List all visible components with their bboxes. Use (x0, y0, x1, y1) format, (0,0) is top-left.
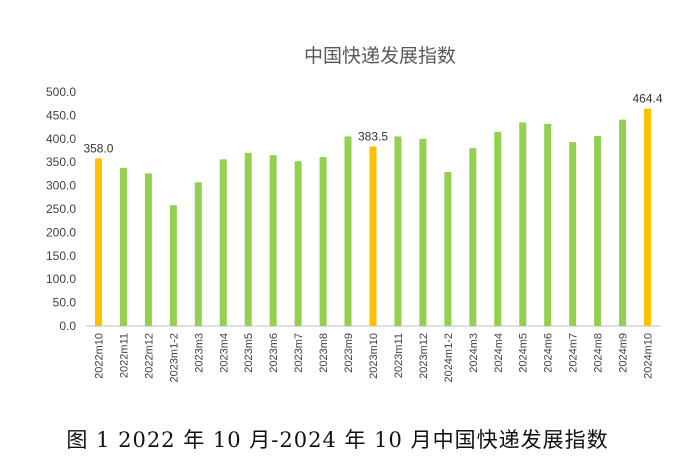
x-tick-label: 2023m10 (368, 333, 380, 379)
x-tick-label: 2024m5 (518, 333, 530, 373)
y-tick-label: 150.0 (46, 249, 76, 263)
data-labels: 358.0 383.5 464.4 (83, 92, 662, 156)
x-tick-label: 2023m8 (318, 333, 330, 373)
bar-2024m3 (469, 148, 477, 326)
bars (94, 108, 652, 326)
x-tick-label: 2024m4 (493, 333, 505, 373)
x-tick-label: 2024m3 (468, 333, 480, 373)
data-label-2024m10: 464.4 (633, 92, 663, 106)
bar-2023m10 (369, 146, 377, 326)
bar-2023m6 (269, 155, 277, 326)
x-tick-label: 2024m8 (593, 333, 605, 373)
x-tick-label: 2024m1-2 (443, 333, 455, 383)
chart: 中国快递发展指数 0.0 50.0 100.0 150.0 200.0 250.0 300.… (46, 45, 663, 383)
data-label-2022m10: 358.0 (83, 141, 113, 155)
y-axis-ticks: 0.0 50.0 100.0 150.0 200.0 250.0 300.0 350.0 400… (46, 85, 76, 333)
x-tick-label: 2023m5 (243, 333, 255, 373)
bar-2023m7 (294, 161, 302, 326)
x-tick-label: 2023m9 (343, 333, 355, 373)
bar-2024m6 (544, 123, 552, 326)
x-tick-label: 2023m12 (418, 333, 430, 379)
data-label-2023m10: 383.5 (358, 130, 388, 144)
bar-2024m1-2 (444, 172, 452, 326)
y-tick-label: 100.0 (46, 272, 76, 286)
x-tick-label: 2023m1-2 (168, 333, 180, 383)
bar-2023m5 (244, 152, 252, 326)
x-tick-label: 2024m6 (543, 333, 555, 373)
y-tick-label: 50.0 (53, 296, 77, 310)
x-axis-ticks: 2022m10 2022m11 2022m12 2023m1-2 2023m3 2023m… (93, 333, 654, 383)
bar-2023m9 (344, 136, 352, 326)
bar-2022m12 (144, 173, 152, 326)
bar-2023m1-2 (169, 205, 177, 326)
bar-2023m12 (419, 138, 427, 326)
bar-2024m5 (519, 122, 527, 326)
y-tick-label: 350.0 (46, 155, 76, 169)
y-tick-label: 400.0 (46, 132, 76, 146)
y-tick-label: 300.0 (46, 179, 76, 193)
x-tick-label: 2022m12 (143, 333, 155, 379)
chart-title: 中国快递发展指数 (304, 45, 456, 67)
bar-2023m3 (194, 182, 202, 326)
y-tick-label: 0.0 (59, 319, 76, 333)
bar-2024m10 (644, 108, 652, 326)
x-tick-label: 2024m7 (568, 333, 580, 373)
bar-2024m8 (594, 135, 602, 326)
x-tick-label: 2023m4 (218, 333, 230, 373)
bar-2023m11 (394, 136, 402, 326)
x-tick-label: 2024m10 (643, 333, 655, 379)
bar-2023m8 (319, 157, 327, 326)
bar-2023m4 (219, 159, 227, 326)
x-tick-label: 2023m3 (193, 333, 205, 373)
y-tick-label: 200.0 (46, 225, 76, 239)
bar-2024m9 (619, 119, 627, 326)
bar-2022m11 (119, 167, 127, 326)
y-tick-label: 500.0 (46, 85, 76, 99)
x-tick-label: 2022m11 (118, 333, 130, 378)
x-tick-label: 2022m10 (93, 333, 105, 379)
bar-2022m10 (94, 158, 102, 326)
x-tick-label: 2024m9 (618, 333, 630, 373)
x-tick-label: 2023m11 (393, 333, 405, 378)
bar-2024m4 (494, 131, 502, 326)
x-tick-label: 2023m7 (293, 333, 305, 373)
bar-2024m7 (569, 142, 577, 326)
figure-caption: 图 1 2022 年 10 月-2024 年 10 月中国快递发展指数 (66, 428, 609, 452)
x-tick-label: 2023m6 (268, 333, 280, 373)
y-tick-label: 250.0 (46, 202, 76, 216)
y-tick-label: 450.0 (46, 108, 76, 122)
